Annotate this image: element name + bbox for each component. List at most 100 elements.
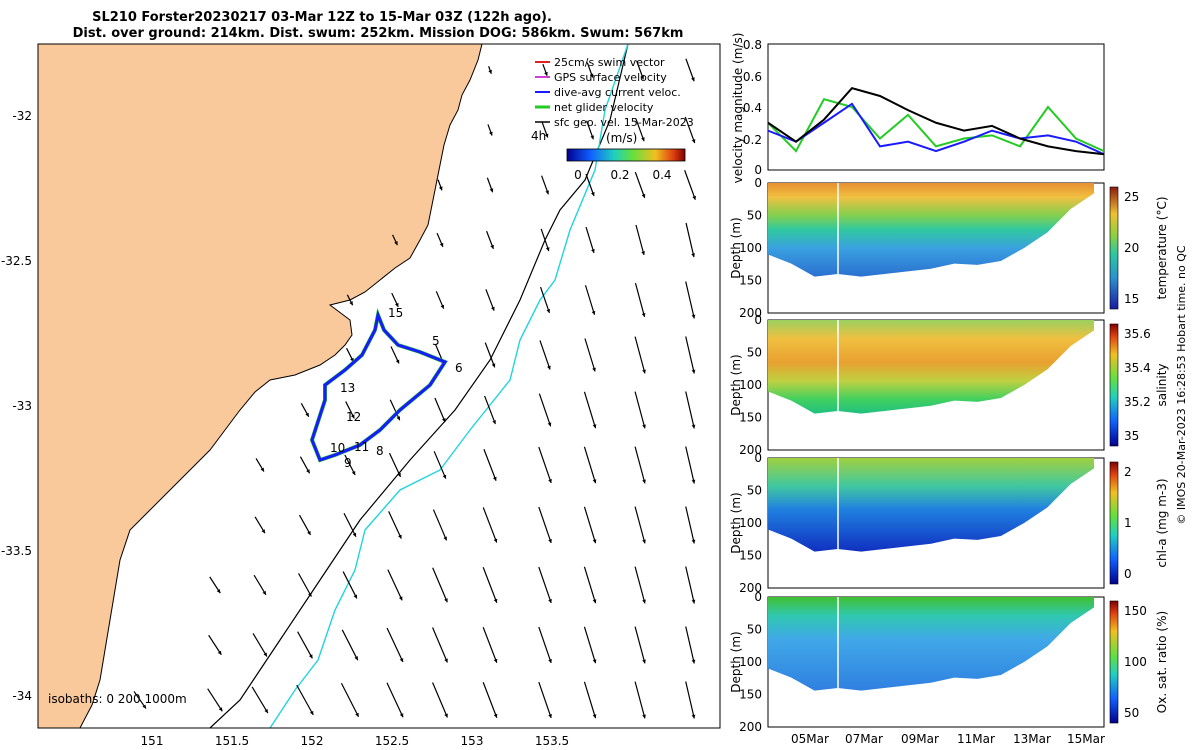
arrow-head	[548, 714, 552, 718]
section-chla: 0 50 100 150 200 Depth (m) 2 1 0 chl-a (mg m-3)	[729, 451, 1169, 595]
lon-tick: 151	[141, 734, 164, 748]
day-label: 5	[432, 334, 440, 348]
depth-tick: 150	[739, 688, 762, 702]
isobath-200m	[269, 44, 629, 728]
day-labels: 15 5 6 13 12 10 11 8 9	[330, 306, 463, 470]
depth-label: Depth (m)	[729, 217, 743, 278]
ts-ytick: 0.2	[743, 133, 762, 147]
velocity-arrows	[133, 58, 696, 719]
depth-tick: 100	[739, 516, 762, 530]
velocity-arrow	[685, 506, 695, 544]
velocity-arrow	[634, 446, 646, 484]
velocity-arrow	[432, 567, 448, 603]
arrow-head	[545, 190, 549, 195]
ts-series-line	[767, 86, 1105, 156]
velocity-arrow	[538, 681, 552, 719]
arrow-head	[591, 310, 596, 315]
day-label: 13	[340, 381, 355, 395]
lat-tick: -34	[12, 689, 32, 703]
isobath-1000m	[209, 44, 629, 728]
velocity-arrow	[432, 509, 448, 541]
lon-tick: 152	[301, 734, 324, 748]
arrow-head	[691, 539, 696, 544]
colorbar-tick: 35	[1124, 429, 1139, 443]
section-field	[768, 458, 1094, 552]
velocity-arrow	[585, 173, 595, 197]
velocity-arrow	[635, 224, 645, 256]
arrow-head	[398, 596, 403, 601]
arrow-head	[396, 416, 401, 421]
depth-tick: 150	[739, 274, 762, 288]
velocity-arrow	[634, 681, 646, 719]
velocity-arrow	[208, 634, 222, 656]
arrow-head	[399, 658, 404, 663]
velocity-arrow	[484, 342, 496, 368]
velocity-arrow	[634, 391, 646, 429]
arrow-head	[589, 73, 594, 78]
velocity-arrow	[539, 286, 551, 314]
velocity-arrow	[341, 629, 359, 661]
colorbar-gradient	[566, 148, 686, 162]
arrow-head	[352, 532, 357, 537]
arrow-head	[691, 424, 696, 429]
velocity-arrow	[386, 627, 404, 663]
colorbar-tick: 15	[1124, 292, 1139, 306]
arrow-head	[489, 188, 494, 193]
date-tick: 07Mar	[845, 732, 883, 746]
arrow-head	[591, 249, 595, 253]
arrow-head	[691, 479, 696, 484]
arrow-head	[493, 658, 498, 663]
arrow-head	[642, 539, 646, 544]
arrow-head	[493, 713, 498, 718]
colorbar-tick: 150	[1124, 604, 1147, 618]
arrow-head	[547, 365, 551, 370]
velocity-arrow	[538, 566, 552, 604]
arrow-head	[439, 242, 444, 247]
lat-axis: -32 -32.5 -33 -33.5 -34	[1, 109, 32, 703]
lon-axis: 151 151.5 152 152.5 153 153.5	[141, 734, 570, 748]
ts-ytick: 0.4	[743, 101, 762, 115]
date-tick: 05Mar	[791, 732, 829, 746]
velocity-arrow	[634, 566, 646, 604]
velocity-arrow	[685, 681, 695, 719]
velocity-arrow	[538, 506, 552, 544]
arrow-head	[642, 714, 646, 719]
arrow-head	[592, 659, 597, 664]
arrow-head	[493, 598, 498, 603]
arrow-head	[355, 712, 359, 717]
colorbar-tick: 35.4	[1124, 361, 1151, 375]
day-label: 12	[346, 410, 361, 424]
section-colorbar	[1109, 461, 1119, 585]
colorbar-tick: 50	[1124, 706, 1139, 720]
velocity-arrow	[583, 681, 597, 719]
arrow-head	[642, 599, 646, 604]
velocity-arrow	[585, 226, 595, 254]
arrow-head	[592, 424, 597, 429]
legend-item: GPS surface velocity	[554, 71, 667, 84]
arrow-head	[691, 599, 696, 604]
velocity-arrow	[388, 511, 402, 539]
depth-tick: 200	[739, 443, 762, 457]
colorbar-tick: 0	[1124, 567, 1132, 581]
header-line-1: SL210 Forster20230217 03-Mar 12Z to 15-M…	[92, 10, 552, 25]
arrow-head	[395, 359, 400, 364]
velocity-timeseries: 0.8 0.6 0.4 0.2 0 velocity magnitude (m/…	[731, 33, 1105, 183]
arrow-head	[544, 71, 548, 76]
day-label: 15	[388, 306, 403, 320]
arrow-head	[142, 704, 146, 709]
arrow-head	[444, 598, 448, 603]
velocity-arrow	[434, 397, 446, 423]
depth-tick: 50	[747, 209, 762, 223]
arrow-head	[640, 75, 645, 80]
velocity-arrow	[583, 626, 597, 664]
depth-tick: 0	[754, 176, 762, 190]
arrow-head	[691, 369, 696, 374]
coastline-land	[38, 44, 483, 728]
velocity-arrow	[343, 512, 357, 538]
section-field	[768, 597, 1094, 691]
depth-tick: 50	[747, 484, 762, 498]
legend-item: 25cm/s swim vector	[554, 56, 665, 69]
date-axis: 05Mar 07Mar 09Mar 11Mar 13Mar 15Mar	[791, 732, 1105, 746]
